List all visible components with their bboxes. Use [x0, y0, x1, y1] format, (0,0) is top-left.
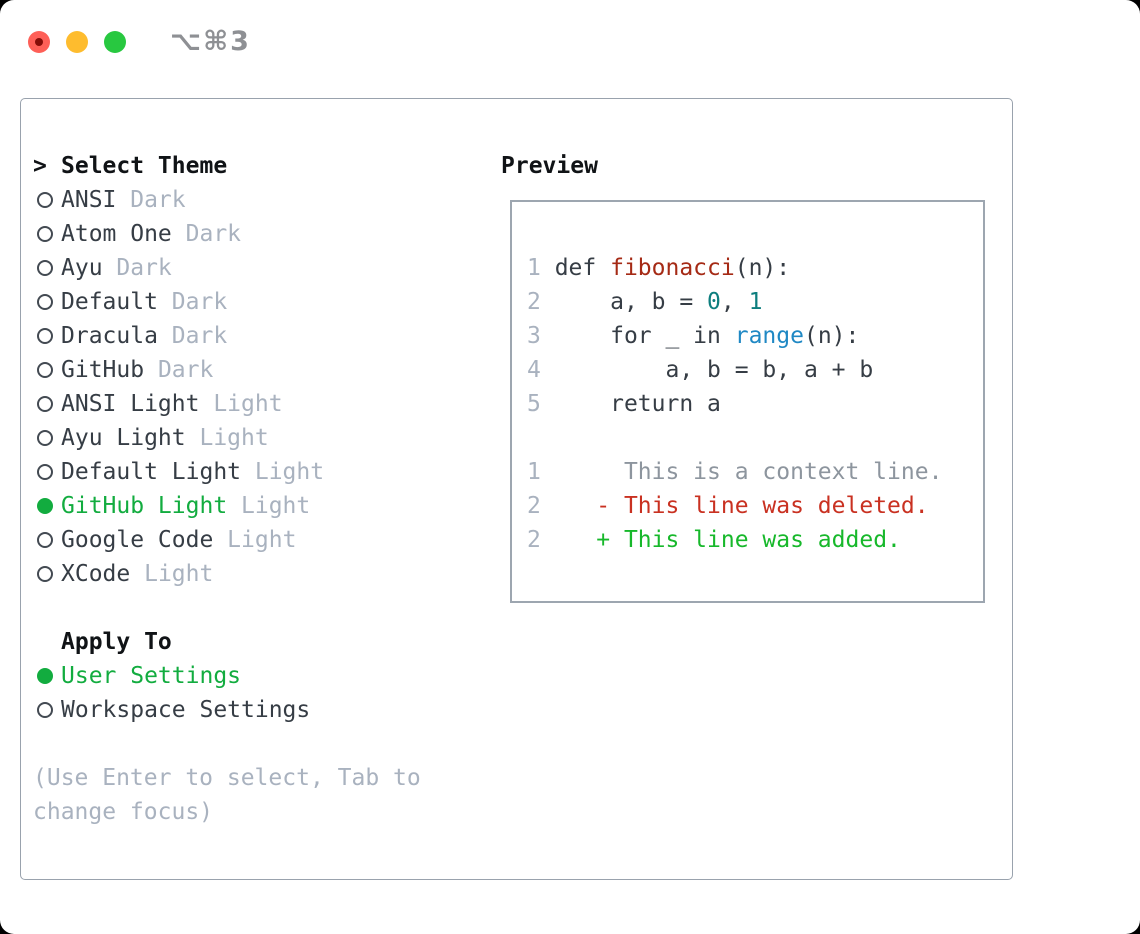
- cursor-icon: >: [33, 153, 47, 179]
- radio-icon: [33, 464, 61, 480]
- zoom-button[interactable]: [104, 30, 126, 53]
- radio-icon: [33, 294, 61, 310]
- preview-pane: 1 def fibonacci(n): 2 a, b = 0, 1 3 for _ …: [510, 200, 985, 603]
- radio-selected-icon: [33, 668, 61, 684]
- theme-variant-tag: Light: [227, 493, 311, 519]
- option-label: ANSI Light: [61, 391, 200, 417]
- theme-option[interactable]: ANSI Light Light: [33, 387, 465, 421]
- theme-variant-tag: Dark: [171, 221, 242, 247]
- title-bar: ⌥⌘3: [28, 26, 251, 57]
- code-line: 1 This is a context line.: [527, 459, 943, 485]
- theme-picker: > Select Theme ANSI Dark Atom One Dark Ayu…: [33, 149, 465, 829]
- radio-icon: [33, 532, 61, 548]
- theme-option[interactable]: Ayu Light Light: [33, 421, 465, 455]
- keyboard-help-text: (Use Enter to select, Tab to change focu…: [33, 765, 421, 825]
- option-label: GitHub: [61, 357, 145, 383]
- code-line: 2 - This line was deleted.: [527, 493, 929, 519]
- radio-icon: [33, 260, 61, 276]
- theme-picker-header-row: > Select Theme: [33, 149, 465, 183]
- apply-to-header-row: Apply To: [33, 625, 465, 659]
- radio-icon: [33, 192, 61, 208]
- code-line: 4 a, b = b, a + b: [527, 357, 874, 383]
- preview-title: Preview: [501, 153, 598, 179]
- blank-line: [527, 421, 983, 455]
- theme-variant-tag: Light: [199, 391, 283, 417]
- apply-target-option[interactable]: Workspace Settings: [33, 693, 465, 727]
- radio-icon: [33, 226, 61, 242]
- theme-option[interactable]: Default Dark: [33, 285, 465, 319]
- radio-icon: [33, 362, 61, 378]
- theme-variant-tag: Dark: [157, 289, 228, 315]
- theme-option[interactable]: Default Light Light: [33, 455, 465, 489]
- minimize-button[interactable]: [66, 30, 88, 53]
- option-label: Ayu Light: [61, 425, 186, 451]
- code-line: 2 + This line was added.: [527, 527, 901, 553]
- code-line: 2 a, b = 0, 1: [527, 289, 763, 315]
- option-label: XCode: [61, 561, 131, 587]
- theme-variant-tag: Dark: [157, 323, 228, 349]
- theme-option[interactable]: GitHub Light Light: [33, 489, 465, 523]
- close-icon: [35, 37, 43, 46]
- option-label: User Settings: [61, 663, 242, 689]
- option-label: ANSI: [61, 187, 117, 213]
- radio-icon: [33, 702, 61, 718]
- code-line: 1 def fibonacci(n):: [527, 255, 791, 281]
- option-label: Atom One: [61, 221, 172, 247]
- close-button[interactable]: [28, 30, 50, 53]
- spacer: [33, 727, 465, 761]
- option-label: GitHub Light: [61, 493, 228, 519]
- option-label: Default Light: [61, 459, 242, 485]
- option-label: Default: [61, 289, 158, 315]
- theme-variant-tag: Light: [213, 527, 297, 553]
- code-line: 5 return a: [527, 391, 721, 417]
- theme-picker-title: Select Theme: [61, 153, 228, 179]
- apply-to-title: Apply To: [61, 629, 172, 655]
- option-label: Workspace Settings: [61, 697, 311, 723]
- theme-option[interactable]: GitHub Dark: [33, 353, 465, 387]
- traffic-lights: [28, 30, 142, 53]
- code-line: 3 for _ in range(n):: [527, 323, 860, 349]
- theme-option[interactable]: Ayu Dark: [33, 251, 465, 285]
- theme-option[interactable]: ANSI Dark: [33, 183, 465, 217]
- spacer: [33, 591, 465, 625]
- theme-variant-tag: Dark: [144, 357, 214, 383]
- window-title: ⌥⌘3: [170, 26, 251, 57]
- theme-option[interactable]: Atom One Dark: [33, 217, 465, 251]
- theme-variant-tag: Light: [185, 425, 269, 451]
- radio-icon: [33, 430, 61, 446]
- theme-variant-tag: Dark: [102, 255, 172, 281]
- radio-selected-icon: [33, 498, 61, 514]
- radio-icon: [33, 396, 61, 412]
- option-label: Google Code: [61, 527, 214, 553]
- theme-option[interactable]: Dracula Dark: [33, 319, 465, 353]
- theme-option[interactable]: XCode Light: [33, 557, 465, 591]
- radio-icon: [33, 328, 61, 344]
- theme-option[interactable]: Google Code Light: [33, 523, 465, 557]
- apply-target-option[interactable]: User Settings: [33, 659, 465, 693]
- theme-variant-tag: Light: [130, 561, 214, 587]
- theme-variant-tag: Dark: [116, 187, 186, 213]
- option-label: Ayu: [61, 255, 103, 281]
- option-label: Dracula: [61, 323, 158, 349]
- code-preview: 1 def fibonacci(n): 2 a, b = 0, 1 3 for _ …: [512, 202, 983, 557]
- theme-variant-tag: Light: [241, 459, 325, 485]
- radio-icon: [33, 566, 61, 582]
